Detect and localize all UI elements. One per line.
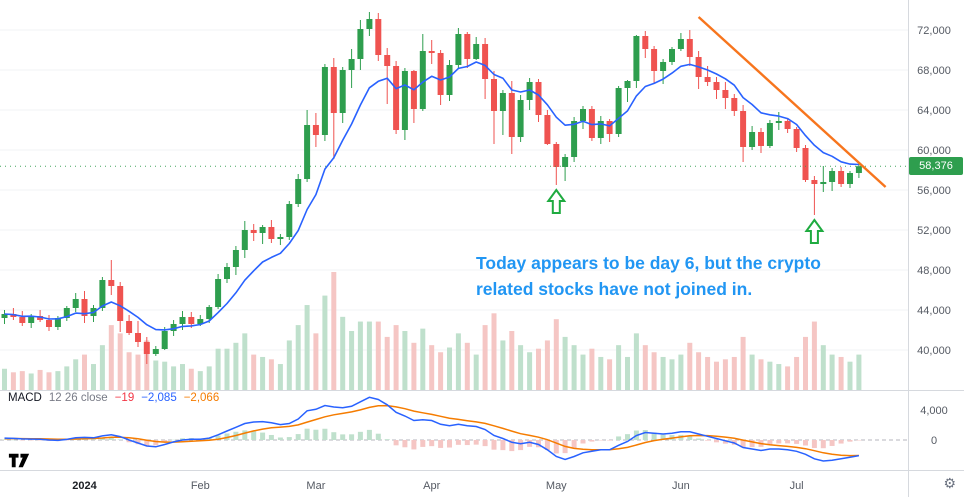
volume-layer [2, 272, 862, 390]
time-axis-label-apr[interactable]: Apr [423, 480, 440, 492]
macd-line[interactable] [4, 396, 860, 462]
macd-hist-value: −19 [114, 392, 135, 404]
price-axis-label: 56,000 [917, 185, 951, 197]
macd-title: MACD [8, 392, 42, 404]
macd-header[interactable]: MACD 12 26 close −19 −2,085 −2,066 [8, 392, 219, 404]
macd-params: 12 26 close [48, 392, 108, 404]
macd-signal-line[interactable] [4, 404, 859, 457]
macd-axis-label: 0 [931, 435, 937, 447]
price-axis-label: 64,000 [917, 105, 951, 117]
last-price-badge: 58,376 [909, 157, 963, 176]
downtrend-line-drawing[interactable] [697, 16, 887, 188]
annotation-line-1: Today appears to be day 6, but the crypt… [476, 253, 821, 273]
price-axis-label: 60,000 [917, 145, 951, 157]
macd-line-value: −2,085 [141, 392, 177, 404]
up-arrow-annotation-2[interactable] [804, 218, 825, 244]
macd-axis-label: 4,000 [920, 405, 948, 417]
up-arrow-annotation-1[interactable] [546, 188, 567, 214]
chart-annotation-text[interactable]: Today appears to be day 6, but the crypt… [476, 250, 876, 302]
time-axis-label-2024[interactable]: 2024 [72, 480, 97, 492]
settings-gear-icon[interactable]: ⚙ [943, 475, 956, 491]
price-axis-label: 52,000 [917, 225, 951, 237]
time-axis-label-jul[interactable]: Jul [790, 480, 804, 492]
price-axis-label: 72,000 [917, 25, 951, 37]
time-axis-label-may[interactable]: May [546, 480, 567, 492]
annotation-line-2: related stocks have not joined in. [476, 279, 753, 299]
macd-signal-value: −2,066 [183, 392, 220, 404]
tradingview-logo[interactable] [6, 447, 33, 474]
moving-average-line[interactable] [4, 61, 859, 331]
candles-layer[interactable] [1, 12, 862, 364]
price-axis-label: 44,000 [917, 305, 951, 317]
price-axis-label: 68,000 [917, 65, 951, 77]
time-axis-label-jun[interactable]: Jun [672, 480, 690, 492]
price-axis-label: 40,000 [917, 345, 951, 357]
time-axis-label-mar[interactable]: Mar [306, 480, 325, 492]
price-axis-label: 48,000 [917, 265, 951, 277]
time-axis-label-feb[interactable]: Feb [191, 480, 210, 492]
